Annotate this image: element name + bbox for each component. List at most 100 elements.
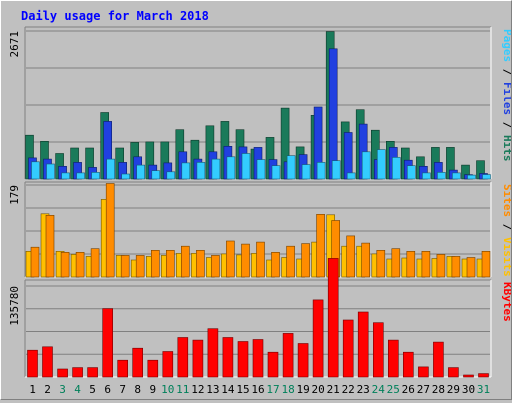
bar-kbytes-day-30 [463,374,474,378]
bar-pages-day-3 [61,172,70,180]
bar-pages-day-17 [271,165,281,180]
bar-kbytes-day-28 [433,341,444,378]
bar-sites-day-27 [421,251,431,278]
legend-label: Visits [501,237,511,277]
bar-kbytes-day-13 [207,328,219,378]
bar-sites-day-20 [316,214,325,278]
bar-pages-day-6 [106,158,115,180]
bar-kbytes-day-26 [402,351,414,378]
bar-kbytes-day-29 [448,367,459,378]
bar-pages-day-28 [437,172,446,180]
x-tick-label-day: 2 [44,383,51,396]
bar-kbytes-day-11 [177,337,189,378]
x-tick-label-day: 11 [176,383,189,396]
y-tick-label: 135780 [8,286,21,326]
bar-pages-day-7 [121,173,130,180]
bar-kbytes-day-27 [418,366,429,378]
y-tick-label: 2671 [8,31,21,58]
x-tick-label-day: 29 [447,383,460,396]
bar-kbytes-day-22 [342,319,354,378]
bar-sites-day-25 [391,248,401,278]
bar-sites-day-5 [90,248,100,278]
bar-sites-day-31 [481,251,491,278]
bar-pages-day-15 [241,153,251,180]
bar-kbytes-day-31 [478,373,489,378]
x-tick-label-day: 20 [311,383,324,396]
legend-kbytes: KBytes [501,282,511,322]
bar-pages-day-14 [226,156,236,180]
bar-pages-day-29 [452,172,461,180]
bar-kbytes-day-4 [72,367,83,378]
x-tick-label-day: 10 [161,383,174,396]
bar-sites-day-13 [211,255,220,278]
bar-kbytes-day-23 [357,311,369,378]
bar-pages-day-9 [151,170,161,180]
bar-sites-day-15 [241,243,250,278]
legend-label: Pages [501,29,511,62]
x-tick-label-day: 28 [432,383,445,396]
bar-pages-day-30 [467,174,476,180]
bar-kbytes-day-5 [87,367,98,378]
bar-sites-day-3 [60,252,70,278]
bar-pages-day-20 [316,162,326,180]
bar-sites-day-17 [271,252,280,278]
bar-pages-day-21 [331,160,341,180]
bar-pages-day-16 [256,159,266,180]
x-tick-label-day: 17 [266,383,279,396]
bar-files-day-22 [343,132,353,180]
bar-sites-day-23 [361,242,371,278]
bar-pages-day-10 [166,171,176,180]
x-tick-label-day: 21 [327,383,340,396]
x-tick-label-day: 27 [417,383,430,396]
x-tick-label-day: 7 [119,383,126,396]
bar-sites-day-2 [45,215,55,278]
x-tick-label-day: 31 [477,383,490,396]
bar-pages-day-24 [376,149,386,180]
bar-sites-day-11 [181,245,190,278]
legend-separator: / [501,217,511,237]
bar-pages-day-13 [211,158,221,180]
x-tick-label-day: 3 [59,383,66,396]
bar-kbytes-day-14 [222,337,234,378]
bar-pages-day-19 [301,164,311,180]
bar-pages-day-2 [46,163,55,180]
bar-kbytes-day-25 [387,339,399,378]
bar-kbytes-day-1 [27,349,38,378]
bar-pages-day-23 [361,151,371,180]
bar-pages-day-27 [422,172,431,180]
bar-kbytes-day-18 [282,333,294,378]
bar-sites-day-12 [196,250,205,278]
bar-pages-day-11 [181,162,191,180]
bar-kbytes-day-10 [162,351,174,378]
legend-label: Sites [501,184,511,217]
bar-sites-day-29 [451,256,461,278]
x-tick-label-day: 4 [74,383,81,396]
bar-sites-day-14 [226,240,235,278]
bar-pages-day-5 [91,172,100,180]
x-tick-label-day: 5 [89,383,96,396]
bar-sites-day-1 [30,246,40,278]
x-tick-label-day: 19 [296,383,309,396]
bar-kbytes-day-8 [132,347,143,378]
bar-kbytes-day-24 [372,322,384,378]
x-tick-label-day: 6 [104,383,111,396]
bar-kbytes-day-7 [117,359,128,378]
x-tick-label-day: 1 [29,383,36,396]
bar-kbytes-day-15 [237,341,249,378]
bar-sites-day-4 [75,252,85,278]
x-tick-label-day: 9 [149,383,156,396]
bar-sites-day-10 [166,250,175,278]
bar-sites-day-28 [436,254,446,278]
bar-pages-day-1 [31,161,40,180]
legend-label: KBytes [501,282,511,322]
bar-kbytes-day-9 [147,359,159,378]
legend-separator: / [501,62,511,82]
bar-sites-day-30 [466,257,476,278]
bar-kbytes-day-17 [267,351,279,378]
bar-pages-day-26 [406,165,416,180]
bar-sites-day-6 [105,183,115,278]
x-tick-label-day: 16 [251,383,264,396]
bar-pages-day-18 [286,155,296,180]
legend-separator: / [501,115,511,135]
